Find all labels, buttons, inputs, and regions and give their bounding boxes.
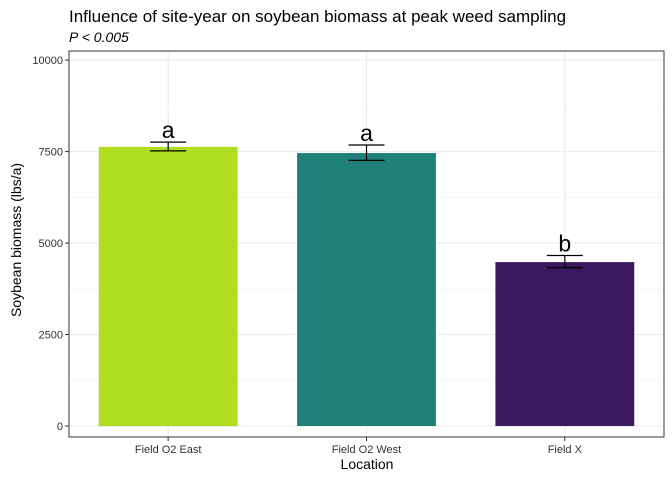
y-tick-label: 7500 — [39, 147, 63, 159]
chart-title: Influence of site-year on soybean biomas… — [69, 7, 566, 26]
significance-letter: a — [360, 120, 373, 146]
y-tick-label: 10000 — [32, 55, 63, 67]
x-tick-label: Field O2 East — [135, 444, 202, 456]
y-axis-title: Soybean biomass (lbs/a) — [8, 163, 24, 317]
chart-subtitle: P < 0.005 — [69, 29, 129, 45]
bar-2 — [297, 153, 436, 427]
x-tick-label: Field X — [548, 444, 583, 456]
x-tick-label: Field O2 West — [332, 444, 402, 456]
x-axis-title: Location — [341, 456, 394, 472]
plot-panel: a a b — [68, 50, 665, 438]
bar-3 — [495, 262, 635, 427]
significance-letter: b — [558, 231, 571, 257]
y-tick-label: 0 — [57, 421, 63, 433]
y-tick-label: 5000 — [39, 238, 63, 250]
y-tick-label: 2500 — [39, 330, 63, 342]
significance-letter: a — [162, 117, 175, 143]
bar-1 — [98, 146, 238, 427]
